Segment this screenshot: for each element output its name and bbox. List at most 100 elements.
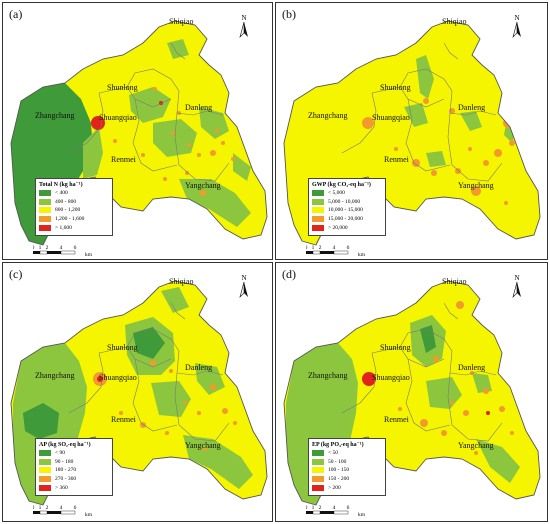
hotspot-orange: [468, 147, 472, 151]
north-arrow-icon: N: [237, 273, 251, 299]
north-arrow-icon: N: [237, 13, 251, 39]
svg-text:0: 0: [306, 245, 308, 251]
legend: Total N (kg ha⁻¹) < 400 400 - 800 800 - …: [35, 178, 113, 236]
svg-text:6: 6: [347, 245, 350, 251]
legend-swatch: [39, 458, 51, 465]
hotspot-orange: [222, 408, 228, 414]
hotspot-orange: [169, 369, 173, 373]
hotspot-orange: [210, 384, 216, 390]
svg-text:2: 2: [319, 245, 322, 251]
legend-swatch: [312, 450, 324, 457]
legend-item: 1,200 - 1,600: [55, 216, 85, 223]
hotspot-orange: [165, 431, 169, 435]
place-label-renmei: Renmei: [111, 415, 136, 424]
legend-title: GWP (kg CO₂-eq ha⁻¹): [312, 182, 371, 188]
zone-lightgreen: [476, 439, 520, 483]
hotspot-orange: [509, 140, 515, 146]
svg-text:2: 2: [46, 245, 49, 251]
hotspot-orange: [119, 411, 123, 415]
hotspot-red: [97, 376, 103, 382]
place-label-renmei: Renmei: [111, 155, 136, 164]
township-border: [443, 42, 459, 60]
svg-text:0: 0: [306, 505, 308, 511]
hotspot-orange: [398, 407, 402, 411]
hotspot-orange: [483, 160, 489, 166]
legend-swatch: [312, 198, 324, 205]
legend: AP (kg SO₂-eq ha⁻¹) < 90 90 - 180 180 - …: [35, 438, 113, 496]
township-border: [447, 90, 503, 182]
hotspot-orange: [474, 451, 478, 455]
zone-lightgreen: [161, 287, 189, 313]
svg-text:N: N: [241, 274, 246, 282]
hotspot-red: [94, 119, 102, 127]
hotspot-orange: [456, 301, 464, 309]
legend-item: < 5,000: [328, 190, 345, 197]
place-label-yangchang: Yangchang: [458, 181, 494, 190]
place-label-shuangqiao: Shuangqiao: [99, 113, 137, 122]
hotspot-orange: [431, 170, 437, 176]
township-border: [447, 350, 503, 442]
study-area: [284, 281, 540, 505]
place-label-zhangchang: Zhangchang: [35, 111, 75, 120]
svg-text:0: 0: [33, 245, 35, 251]
township-border: [399, 68, 453, 92]
legend-item: > 20,000: [328, 224, 348, 231]
svg-text:4: 4: [60, 245, 63, 251]
place-label-renmei: Renmei: [384, 155, 409, 164]
map-canvas: [10, 280, 268, 506]
zone-lightgreen: [504, 123, 516, 143]
zone-lightgreen: [460, 111, 482, 131]
place-label-yangchang: Yangchang: [185, 441, 221, 450]
legend-title: AP (kg SO₂-eq ha⁻¹): [39, 442, 91, 448]
legend-swatch: [39, 450, 51, 457]
zone-lightgreen: [286, 343, 358, 505]
svg-text:1: 1: [312, 505, 315, 511]
place-label-shunlong: Shunlong: [107, 83, 138, 92]
hotspot-orange: [163, 177, 167, 181]
zone-lightgreen: [179, 179, 251, 227]
place-label-shuangqiao: Shuangqiao: [372, 113, 410, 122]
zone-lightgreen: [199, 107, 229, 139]
svg-text:1: 1: [39, 245, 42, 251]
legend-swatch: [312, 467, 324, 474]
legend-swatch: [39, 198, 51, 205]
place-label-danleng: Danleng: [185, 363, 213, 372]
hotspot-orange: [200, 190, 206, 196]
hotspot-orange: [412, 159, 420, 167]
hotspot-orange: [362, 117, 374, 129]
place-label-renmei: Renmei: [384, 415, 409, 424]
hotspot-orange: [150, 360, 156, 366]
place-label-shiqiao: Shiqiao: [442, 17, 467, 26]
svg-text:N: N: [514, 14, 519, 22]
legend-swatch: [39, 207, 51, 214]
hotspot-orange: [423, 98, 429, 104]
hotspot-orange: [141, 153, 145, 157]
place-label-danleng: Danleng: [458, 363, 486, 372]
svg-text:6: 6: [74, 505, 77, 511]
hotspot-orange: [221, 141, 225, 145]
legend-swatch: [312, 190, 324, 197]
place-label-shunlong: Shunlong: [380, 83, 411, 92]
hotspot-orange: [504, 201, 508, 205]
zone-darkgreen: [11, 83, 93, 245]
township-border: [174, 90, 230, 182]
hotspot-orange: [215, 129, 219, 133]
svg-text:6: 6: [74, 245, 77, 251]
legend-item: > 200: [328, 484, 341, 491]
hotspot-orange: [463, 410, 469, 416]
place-label-shuangqiao: Shuangqiao: [372, 373, 410, 382]
panel-label: (a): [9, 7, 23, 21]
hotspot-orange: [455, 168, 461, 174]
panel-label: (c): [9, 267, 23, 281]
township-border: [68, 92, 104, 154]
legend-swatch: [312, 216, 324, 223]
place-label-shunlong: Shunlong: [107, 343, 138, 352]
legend-item: 150 - 200: [328, 476, 350, 483]
svg-text:1: 1: [312, 245, 315, 251]
place-label-shiqiao: Shiqiao: [169, 17, 194, 26]
zone-lightgreen: [416, 55, 434, 99]
legend-swatch: [312, 484, 324, 491]
legend-title: Total N (kg ha⁻¹): [39, 182, 83, 188]
legend-item: 50 - 100: [328, 458, 347, 465]
svg-text:N: N: [241, 14, 246, 22]
